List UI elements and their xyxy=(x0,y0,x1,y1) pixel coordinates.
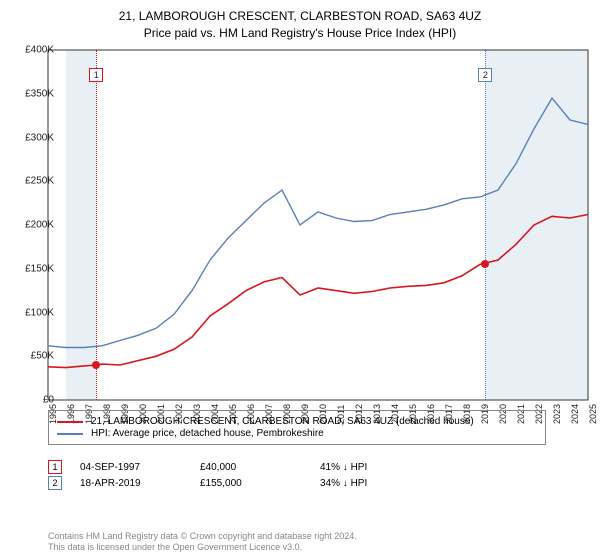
series-price_paid xyxy=(48,215,588,368)
footer-line2: This data is licensed under the Open Gov… xyxy=(48,542,357,554)
sale-date: 04-SEP-1997 xyxy=(80,462,200,473)
chart-title: 21, LAMBOROUGH CRESCENT, CLARBESTON ROAD… xyxy=(0,0,600,42)
title-line1: 21, LAMBOROUGH CRESCENT, CLARBESTON ROAD… xyxy=(0,8,600,25)
sale-delta: 34% ↓ HPI xyxy=(320,478,440,489)
series-hpi xyxy=(48,98,588,347)
footer-attribution: Contains HM Land Registry data © Crown c… xyxy=(48,531,357,554)
x-axis-tick: 2023 xyxy=(552,404,562,424)
sale-delta: 41% ↓ HPI xyxy=(320,462,440,473)
sale-row: 2 18-APR-2019£155,00034% ↓ HPI xyxy=(48,476,568,490)
y-axis-tick: £200K xyxy=(25,220,54,231)
legend-label: HPI: Average price, detached house, Pemb… xyxy=(91,428,324,439)
x-axis-tick: 2024 xyxy=(570,404,580,424)
sale-index-box: 1 xyxy=(48,460,62,474)
footer-line1: Contains HM Land Registry data © Crown c… xyxy=(48,531,357,543)
sales-table: 1 04-SEP-1997£40,00041% ↓ HPI 2 18-APR-2019… xyxy=(48,458,568,492)
chart-lines xyxy=(48,50,588,400)
y-axis-tick: £150K xyxy=(25,263,54,274)
y-axis-tick: £400K xyxy=(25,45,54,56)
x-axis-tick: 2025 xyxy=(588,404,598,424)
sale-index-box: 2 xyxy=(48,476,62,490)
title-line2: Price paid vs. HM Land Registry's House … xyxy=(0,25,600,42)
y-axis-tick: £350K xyxy=(25,88,54,99)
legend-box: 21, LAMBOROUGH CRESCENT, CLARBESTON ROAD… xyxy=(48,410,546,445)
y-axis-tick: £0 xyxy=(43,395,54,406)
y-axis-tick: £50K xyxy=(31,351,54,362)
legend-row: HPI: Average price, detached house, Pemb… xyxy=(57,428,537,439)
y-axis-tick: £100K xyxy=(25,307,54,318)
chart-container: 21, LAMBOROUGH CRESCENT, CLARBESTON ROAD… xyxy=(0,0,600,560)
legend-row: 21, LAMBOROUGH CRESCENT, CLARBESTON ROAD… xyxy=(57,416,537,427)
sale-date: 18-APR-2019 xyxy=(80,478,200,489)
chart-plot-area: 1995199619971998199920002001200220032004… xyxy=(48,50,588,400)
legend-swatch xyxy=(57,421,83,423)
y-axis-tick: £300K xyxy=(25,132,54,143)
legend-label: 21, LAMBOROUGH CRESCENT, CLARBESTON ROAD… xyxy=(91,416,474,427)
sale-price: £40,000 xyxy=(200,462,320,473)
legend-swatch xyxy=(57,433,83,435)
sale-price: £155,000 xyxy=(200,478,320,489)
sale-row: 1 04-SEP-1997£40,00041% ↓ HPI xyxy=(48,460,568,474)
y-axis-tick: £250K xyxy=(25,176,54,187)
